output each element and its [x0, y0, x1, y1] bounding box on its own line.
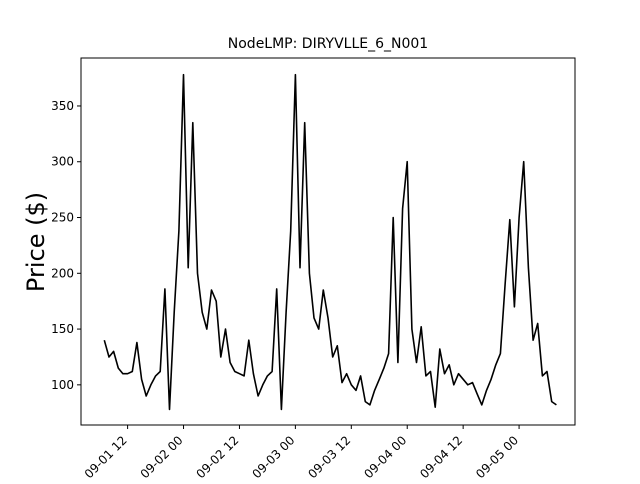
y-tick-label: 200 [51, 266, 74, 280]
x-tick-label: 09-02 12 [194, 433, 242, 480]
x-tick-label: 09-04 00 [361, 433, 409, 480]
x-tick-label: 09-05 00 [473, 433, 521, 480]
axes-frame [80, 57, 576, 426]
chart-title: NodeLMP: DIRYVLLE_6_N001 [228, 36, 428, 52]
y-tick-label: 250 [51, 211, 74, 225]
y-tick-label: 300 [51, 155, 74, 169]
x-tick-label: 09-02 00 [138, 433, 186, 480]
y-tick-label: 350 [51, 99, 74, 113]
price-line [103, 73, 557, 411]
y-tick-label: 100 [51, 378, 74, 392]
x-tick-label: 09-03 12 [305, 433, 353, 480]
x-tick-label: 09-01 12 [82, 433, 130, 480]
x-tick-label: 09-03 00 [249, 433, 297, 480]
y-axis-label: Price ($) [22, 192, 50, 292]
x-tick-label: 09-04 12 [417, 433, 465, 480]
y-tick-label: 150 [51, 322, 74, 336]
